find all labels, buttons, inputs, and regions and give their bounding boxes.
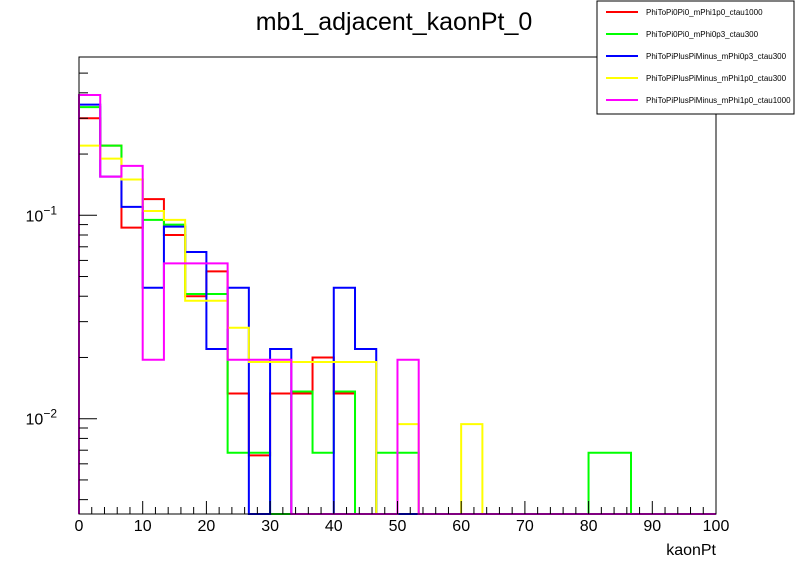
y-tick-label: 10−2 [26, 407, 58, 429]
legend: PhiToPi0Pi0_mPhi1p0_ctau1000 PhiToPi0Pi0_… [596, 0, 795, 115]
x-tick-label: 30 [261, 518, 279, 535]
legend-label: PhiToPiPlusPiMinus_mPhi0p3_ctau300 [646, 52, 787, 61]
x-tick-label: 40 [325, 518, 343, 535]
x-tick-label: 60 [452, 518, 470, 535]
x-tick-label: 90 [643, 518, 661, 535]
legend-label: PhiToPi0Pi0_mPhi0p3_ctau300 [646, 30, 759, 39]
x-tick-label: 50 [389, 518, 407, 535]
x-tick-label: 100 [703, 518, 730, 535]
x-tick-label: 0 [75, 518, 84, 535]
y-tick-label: 10−1 [26, 203, 58, 225]
x-tick-label: 80 [580, 518, 598, 535]
axis-layer: 0 10 20 30 40 50 60 70 80 90 100 10−1 10−2 [26, 72, 730, 535]
legend-box [596, 0, 795, 115]
x-tick-label: 10 [134, 518, 152, 535]
x-tick-label: 20 [198, 518, 216, 535]
x-axis-label: kaonPt [666, 542, 716, 559]
legend-label: PhiToPi0Pi0_mPhi1p0_ctau1000 [646, 8, 763, 17]
legend-label: PhiToPiPlusPiMinus_mPhi1p0_ctau1000 [646, 96, 791, 105]
x-tick-label: 70 [516, 518, 534, 535]
legend-label: PhiToPiPlusPiMinus_mPhi1p0_ctau300 [646, 74, 787, 83]
chart-title: mb1_adjacent_kaonPt_0 [256, 8, 533, 36]
